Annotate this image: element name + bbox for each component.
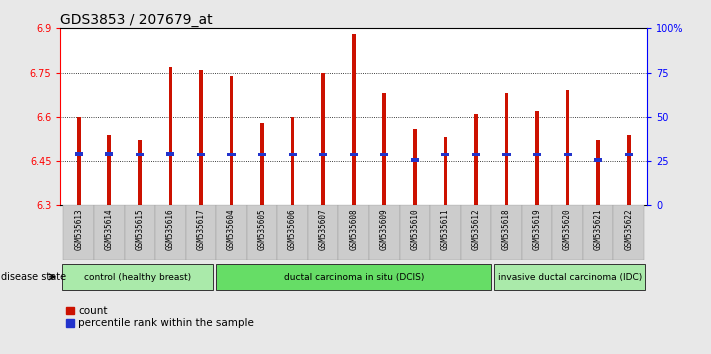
Text: ductal carcinoma in situ (DCIS): ductal carcinoma in situ (DCIS) <box>284 273 424 281</box>
Text: GSM535617: GSM535617 <box>196 208 205 250</box>
Bar <box>594 158 602 161</box>
Text: GSM535614: GSM535614 <box>105 208 114 250</box>
Bar <box>105 152 113 156</box>
Bar <box>216 205 247 260</box>
Bar <box>442 153 449 156</box>
Bar <box>474 114 478 205</box>
Bar <box>400 205 430 260</box>
Text: GSM535605: GSM535605 <box>257 208 267 250</box>
Bar <box>522 205 552 260</box>
Bar <box>199 70 203 205</box>
Text: GSM535616: GSM535616 <box>166 208 175 250</box>
Bar <box>533 153 541 156</box>
Bar <box>77 117 80 205</box>
Bar <box>583 205 614 260</box>
FancyBboxPatch shape <box>62 264 213 290</box>
Bar <box>319 153 327 156</box>
Bar <box>430 205 461 260</box>
Bar <box>564 153 572 156</box>
Bar <box>505 93 508 205</box>
Text: disease state: disease state <box>1 272 67 282</box>
Bar <box>169 67 172 205</box>
Bar <box>338 205 369 260</box>
Text: GSM535608: GSM535608 <box>349 208 358 250</box>
Bar <box>107 135 111 205</box>
Bar <box>230 75 233 205</box>
Bar <box>138 141 141 205</box>
Bar <box>352 34 356 205</box>
Bar <box>535 111 539 205</box>
Bar <box>566 90 570 205</box>
Bar <box>597 141 600 205</box>
Bar <box>491 205 522 260</box>
Legend: count, percentile rank within the sample: count, percentile rank within the sample <box>65 306 254 328</box>
Bar <box>369 205 400 260</box>
Bar <box>277 205 308 260</box>
Bar <box>197 153 205 156</box>
Bar <box>350 153 358 156</box>
Text: GSM535619: GSM535619 <box>533 208 542 250</box>
FancyBboxPatch shape <box>216 264 491 290</box>
Text: GSM535609: GSM535609 <box>380 208 389 250</box>
Bar <box>472 153 480 156</box>
Text: GDS3853 / 207679_at: GDS3853 / 207679_at <box>60 13 213 27</box>
Bar <box>383 93 386 205</box>
Text: GSM535604: GSM535604 <box>227 208 236 250</box>
Bar <box>136 153 144 156</box>
Text: GSM535611: GSM535611 <box>441 208 450 250</box>
Bar <box>380 153 388 156</box>
Text: GSM535621: GSM535621 <box>594 208 603 250</box>
Text: GSM535612: GSM535612 <box>471 208 481 250</box>
Bar <box>321 73 325 205</box>
Text: GSM535615: GSM535615 <box>135 208 144 250</box>
Bar <box>444 137 447 205</box>
Bar <box>291 117 294 205</box>
Bar <box>124 205 155 260</box>
Text: control (healthy breast): control (healthy breast) <box>84 273 191 281</box>
Text: GSM535610: GSM535610 <box>410 208 419 250</box>
Bar <box>503 153 510 156</box>
Bar <box>228 153 235 156</box>
Bar <box>289 153 296 156</box>
Text: GSM535607: GSM535607 <box>319 208 328 250</box>
Text: GSM535606: GSM535606 <box>288 208 297 250</box>
Bar <box>614 205 644 260</box>
Bar <box>186 205 216 260</box>
Bar <box>166 152 174 156</box>
Bar <box>94 205 124 260</box>
Bar <box>413 129 417 205</box>
Bar <box>155 205 186 260</box>
Bar <box>260 123 264 205</box>
Text: GSM535618: GSM535618 <box>502 208 511 250</box>
Text: GSM535622: GSM535622 <box>624 208 634 250</box>
Text: GSM535620: GSM535620 <box>563 208 572 250</box>
Bar <box>63 205 94 260</box>
Bar <box>258 153 266 156</box>
Bar <box>552 205 583 260</box>
Bar <box>625 153 633 156</box>
Bar <box>308 205 338 260</box>
Bar <box>247 205 277 260</box>
Text: GSM535613: GSM535613 <box>74 208 83 250</box>
Bar <box>461 205 491 260</box>
Bar <box>627 135 631 205</box>
FancyBboxPatch shape <box>494 264 646 290</box>
Text: invasive ductal carcinoma (IDC): invasive ductal carcinoma (IDC) <box>498 273 642 281</box>
Bar <box>411 158 419 161</box>
Bar <box>75 152 82 156</box>
